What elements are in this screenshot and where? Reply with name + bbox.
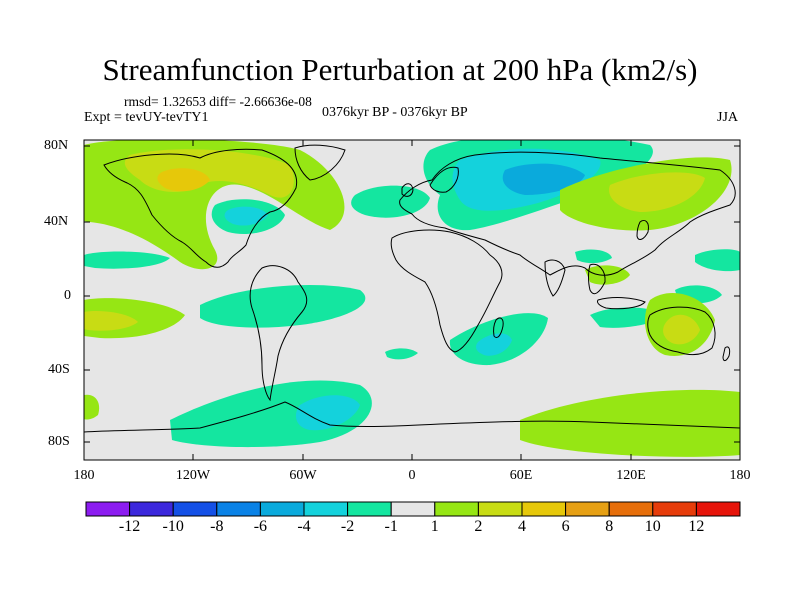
axis-ticks xyxy=(83,140,741,460)
contour-asia-ne-neg xyxy=(575,249,612,264)
contour-pacific-w-neg xyxy=(695,249,740,272)
colorbar-swatch xyxy=(390,501,436,517)
colorbar-swatch xyxy=(565,501,610,517)
lat-tick-label: 80S xyxy=(48,434,70,449)
lat-tick-label: 40S xyxy=(48,362,70,377)
colorbar-label: -4 xyxy=(297,518,311,535)
experiment-label: Expt = tevUY-tevTY1 xyxy=(84,110,209,125)
colorbar-label: 10 xyxy=(644,518,661,535)
contour-natl-west-neg-core xyxy=(224,206,268,226)
chart-title: Streamfunction Perturbation at 200 hPa (… xyxy=(102,52,698,87)
coastline-north-america xyxy=(103,148,298,268)
coastline-uk xyxy=(401,183,414,197)
colorbar-swatch xyxy=(608,501,654,517)
contour-southam-neg xyxy=(200,285,366,328)
coastline-africa xyxy=(390,229,503,353)
contour-eurasia-neg-core xyxy=(502,163,585,195)
coastlines xyxy=(84,144,740,433)
colorbar-label: 6 xyxy=(561,518,570,535)
coastline-australia xyxy=(647,306,716,356)
coastline-japan xyxy=(636,219,649,240)
colorbar-swatch xyxy=(172,501,218,517)
coastline-indonesia xyxy=(597,297,646,310)
coastline-south-america xyxy=(249,265,308,402)
coastline-madagascar xyxy=(493,317,504,339)
contour-asia-pos-mid xyxy=(609,172,705,212)
colorbar-label: 2 xyxy=(474,518,483,535)
colorbar-swatch xyxy=(303,501,349,517)
contour-far-south-pos xyxy=(84,394,100,420)
lon-tick-label: 60E xyxy=(509,468,533,483)
colorbar-label: 8 xyxy=(605,518,614,535)
colorbar-swatch xyxy=(477,501,523,517)
lon-tick-label: 60W xyxy=(289,468,317,483)
lon-tick-label: 120E xyxy=(616,468,646,483)
coastline-antarctica xyxy=(84,401,740,433)
lon-tick-label: 0 xyxy=(408,468,416,483)
colorbar-swatch xyxy=(347,501,392,517)
coastline-eurasia xyxy=(399,151,736,276)
colorbar-swatch xyxy=(259,501,305,517)
colorbar-label: -6 xyxy=(253,518,268,535)
colorbar-label: 1 xyxy=(430,518,439,535)
colorbar-label: -12 xyxy=(118,518,141,535)
contour-africa-neg-core xyxy=(476,333,512,356)
contour-southern-neg-core xyxy=(295,395,360,431)
coastline-india xyxy=(544,259,566,297)
coastline-se-asia xyxy=(588,263,606,295)
lon-tick-label: 180 xyxy=(729,468,751,483)
coastline-scandinavia xyxy=(429,166,459,193)
contour-atlantic-north-neg xyxy=(351,185,430,218)
colorbar-swatch xyxy=(652,501,697,517)
lat-tick-label: 80N xyxy=(44,138,69,153)
coastline-new-zealand xyxy=(722,346,731,362)
coastline-greenland xyxy=(294,144,346,181)
colorbar-label: 12 xyxy=(688,518,705,535)
colorbar-swatch xyxy=(129,501,174,517)
colorbar-label: 4 xyxy=(518,518,526,535)
colorbar-swatch xyxy=(521,501,567,517)
colorbar-swatch xyxy=(216,501,261,517)
contour-namerica-pos-core xyxy=(157,168,210,192)
colorbar-label: -1 xyxy=(384,518,398,535)
contour-southpac-pos-mid xyxy=(84,311,138,331)
colorbar-swatch xyxy=(434,501,479,517)
lat-tick-label: 40N xyxy=(44,214,69,229)
contour-pacific-e-neg xyxy=(84,251,170,269)
colorbar-label: -10 xyxy=(162,518,184,535)
colorbar xyxy=(85,501,741,517)
streamfunction-contours xyxy=(84,140,740,457)
season-label: JJA xyxy=(717,110,739,125)
negative-anomalies xyxy=(84,140,740,448)
colorbar-label: -2 xyxy=(340,518,355,535)
contour-australia-pos-mid xyxy=(663,314,700,345)
colorbar-label: -8 xyxy=(210,518,224,535)
period-label: 0376kyr BP - 0376kyr BP xyxy=(322,105,468,120)
lat-tick-label: 0 xyxy=(64,288,71,303)
contour-atl-south-neg xyxy=(385,348,418,360)
lon-tick-label: 180 xyxy=(73,468,95,483)
lon-tick-label: 120W xyxy=(175,468,211,483)
rmsd-stats: rmsd= 1.32653 diff= -2.66636e-08 xyxy=(124,94,312,109)
colorbar-swatch xyxy=(695,501,741,517)
colorbar-swatch xyxy=(85,501,131,517)
